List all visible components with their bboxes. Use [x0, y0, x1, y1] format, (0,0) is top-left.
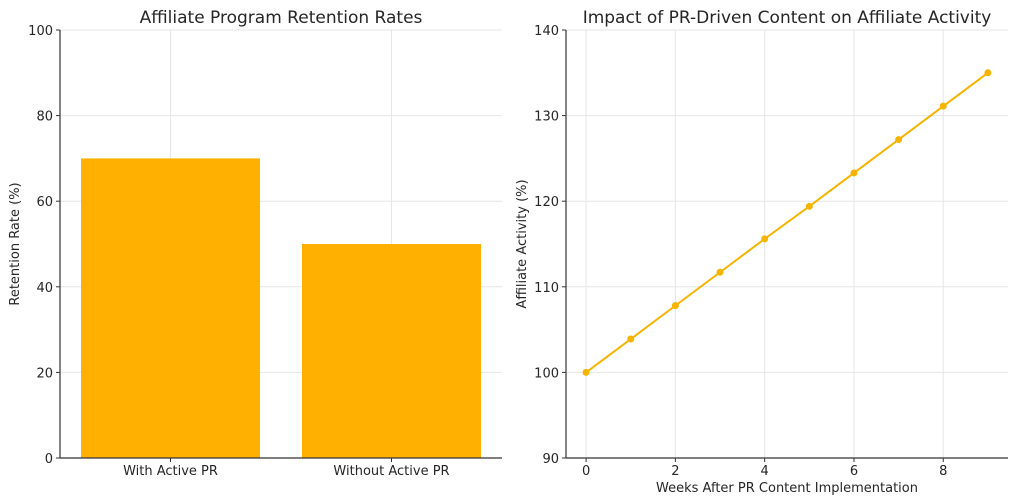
- data-point: [627, 335, 635, 343]
- data-point: [939, 102, 947, 110]
- left-chart-title: Affiliate Program Retention Rates: [140, 8, 423, 28]
- y-tick-label: 130: [534, 110, 559, 125]
- y-tick-label: 110: [534, 281, 559, 296]
- x-tick-label: Without Active PR: [333, 464, 449, 479]
- data-point: [761, 235, 769, 243]
- y-tick-label: 0: [45, 452, 53, 467]
- series-line: [585, 71, 989, 374]
- x-tick-label: 4: [761, 464, 769, 479]
- x-tick-label: With Active PR: [123, 464, 218, 479]
- y-tick-label: 100: [534, 366, 559, 381]
- data-point: [850, 169, 858, 177]
- x-tick-label: 6: [850, 464, 858, 479]
- y-tick-label: 100: [28, 24, 53, 39]
- y-tick-label: 120: [534, 195, 559, 210]
- retention-bar-chart: Affiliate Program Retention Rates Retent…: [8, 8, 502, 479]
- x-tick-label: 0: [582, 464, 590, 479]
- x-tick-label: 2: [671, 464, 679, 479]
- right-chart-title: Impact of PR-Driven Content on Affiliate…: [583, 8, 992, 28]
- y-tick-label: 60: [36, 195, 53, 210]
- y-tick-label: 40: [36, 281, 53, 296]
- bar: [80, 158, 261, 458]
- activity-line-chart: Impact of PR-Driven Content on Affiliate…: [515, 8, 1008, 496]
- y-tick-label: 80: [36, 110, 53, 125]
- data-point: [716, 268, 724, 276]
- bar: [301, 244, 482, 458]
- left-y-axis-label: Retention Rate (%): [8, 182, 23, 305]
- data-point: [671, 302, 679, 310]
- right-y-axis-label: Affiliate Activity (%): [515, 179, 530, 308]
- data-point: [984, 69, 992, 77]
- y-tick-label: 140: [534, 24, 559, 39]
- right-x-axis-label: Weeks After PR Content Implementation: [656, 481, 918, 496]
- y-tick-label: 90: [542, 452, 559, 467]
- y-tick-label: 20: [36, 366, 53, 381]
- x-tick-label: 8: [939, 464, 947, 479]
- data-point: [582, 368, 590, 376]
- data-point: [805, 202, 813, 210]
- data-point: [895, 136, 903, 144]
